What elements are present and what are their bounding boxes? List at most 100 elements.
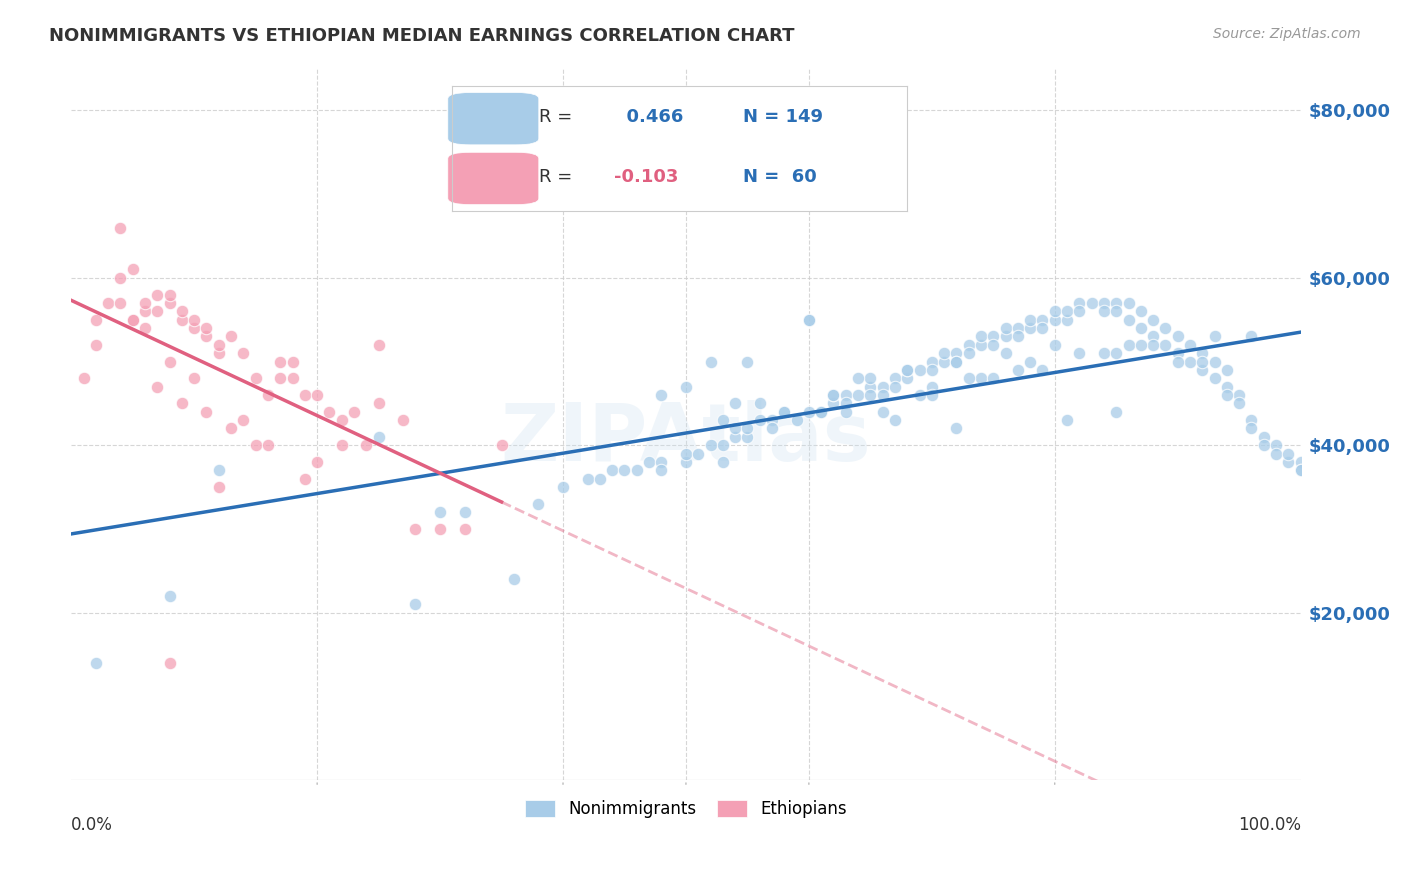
Point xyxy=(1265,447,1288,461)
Point xyxy=(269,354,291,368)
Point xyxy=(356,438,378,452)
Point xyxy=(737,421,759,435)
Point xyxy=(294,472,316,486)
Point xyxy=(84,312,107,326)
Point xyxy=(613,463,636,477)
Point xyxy=(330,413,353,427)
Point xyxy=(281,354,304,368)
Point xyxy=(589,472,612,486)
Point xyxy=(121,312,143,326)
Point xyxy=(84,656,107,670)
Point xyxy=(797,405,820,419)
Point xyxy=(896,363,918,377)
Point xyxy=(429,505,451,519)
Point xyxy=(1289,463,1312,477)
Point xyxy=(208,480,231,494)
Point xyxy=(159,287,181,301)
Text: 100.0%: 100.0% xyxy=(1237,815,1301,834)
Point xyxy=(1154,321,1177,335)
Point xyxy=(110,296,132,310)
Point xyxy=(195,321,218,335)
Point xyxy=(699,354,721,368)
Point xyxy=(872,405,894,419)
Point xyxy=(810,405,832,419)
Point xyxy=(1043,304,1066,318)
Point xyxy=(257,438,280,452)
Point xyxy=(1142,329,1164,343)
Point xyxy=(884,371,907,385)
Text: Source: ZipAtlas.com: Source: ZipAtlas.com xyxy=(1213,27,1361,41)
Point xyxy=(797,312,820,326)
Point xyxy=(195,329,218,343)
Point xyxy=(159,589,181,603)
Point xyxy=(1191,346,1213,360)
Point xyxy=(737,354,759,368)
Point xyxy=(121,312,143,326)
Point xyxy=(945,354,967,368)
Point xyxy=(453,522,475,536)
Point xyxy=(1240,329,1263,343)
Point xyxy=(859,379,882,393)
Point xyxy=(183,312,205,326)
Point xyxy=(170,304,193,318)
Point xyxy=(1080,296,1102,310)
Point xyxy=(797,312,820,326)
Point xyxy=(1191,363,1213,377)
Point xyxy=(1069,304,1091,318)
Point xyxy=(921,354,943,368)
Point xyxy=(921,363,943,377)
Point xyxy=(908,363,931,377)
Point xyxy=(737,430,759,444)
Point xyxy=(688,447,710,461)
Point xyxy=(146,379,169,393)
Point xyxy=(1191,354,1213,368)
Point xyxy=(896,363,918,377)
Point xyxy=(761,421,783,435)
Point xyxy=(921,379,943,393)
Point xyxy=(453,505,475,519)
Point xyxy=(318,405,340,419)
Point xyxy=(650,455,672,469)
Point xyxy=(921,388,943,402)
Point xyxy=(208,463,231,477)
Point xyxy=(1277,447,1299,461)
Point xyxy=(1031,363,1053,377)
Point xyxy=(1142,312,1164,326)
Text: ZIPAtlas: ZIPAtlas xyxy=(501,400,872,477)
Point xyxy=(934,346,956,360)
Point xyxy=(724,421,747,435)
Point xyxy=(1142,338,1164,352)
Point xyxy=(1204,354,1226,368)
Point xyxy=(823,388,845,402)
Point xyxy=(1178,354,1201,368)
Point xyxy=(1227,388,1250,402)
Point xyxy=(1253,438,1275,452)
Point xyxy=(859,388,882,402)
Point xyxy=(232,346,254,360)
Point xyxy=(367,430,389,444)
Point xyxy=(970,338,993,352)
Point xyxy=(846,371,869,385)
Point xyxy=(957,338,980,352)
Point xyxy=(1289,455,1312,469)
Point xyxy=(1118,296,1140,310)
Point xyxy=(981,371,1004,385)
Point xyxy=(367,338,389,352)
Point xyxy=(1043,312,1066,326)
Point xyxy=(1056,413,1078,427)
Point xyxy=(970,371,993,385)
Point xyxy=(773,405,796,419)
Point xyxy=(1007,329,1029,343)
Point xyxy=(1031,312,1053,326)
Point xyxy=(392,413,415,427)
Point xyxy=(294,388,316,402)
Point xyxy=(146,287,169,301)
Point xyxy=(934,354,956,368)
Point xyxy=(1031,321,1053,335)
Point xyxy=(884,413,907,427)
Point xyxy=(170,396,193,410)
Point xyxy=(699,438,721,452)
Point xyxy=(195,405,218,419)
Point xyxy=(650,463,672,477)
Point xyxy=(675,447,697,461)
